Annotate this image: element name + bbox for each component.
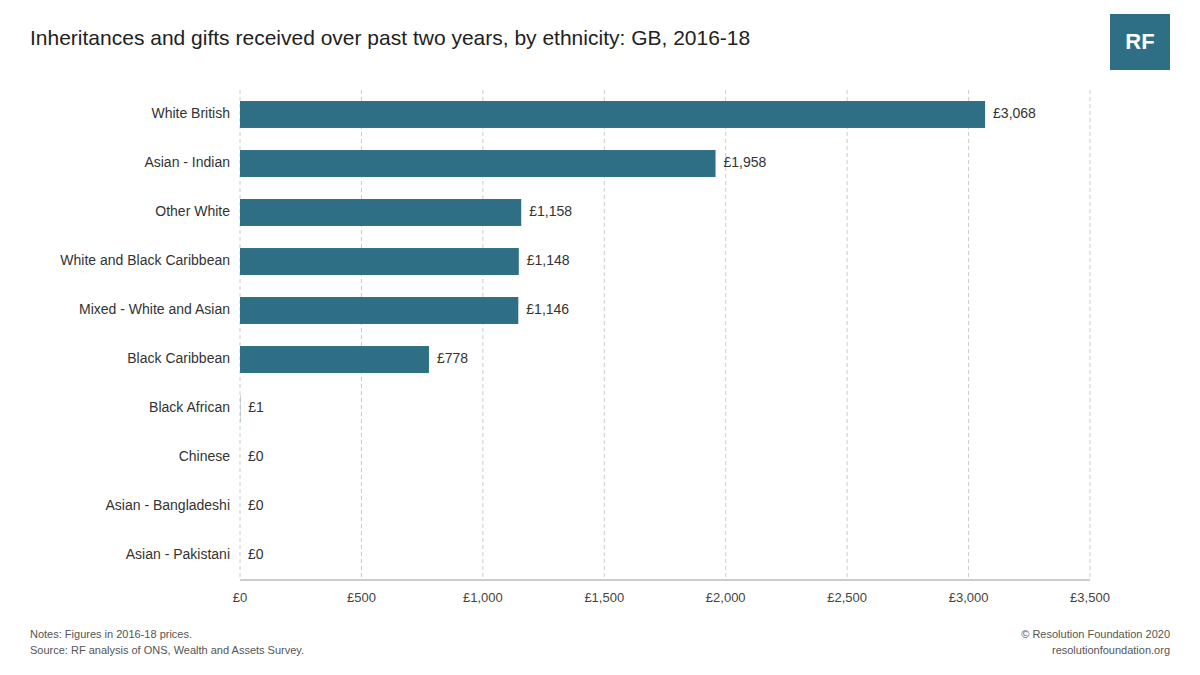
x-tick-label: £1,000 bbox=[463, 590, 503, 605]
category-label: Black Caribbean bbox=[127, 350, 230, 366]
category-label: Asian - Bangladeshi bbox=[105, 497, 230, 513]
data-label: £1,958 bbox=[724, 154, 767, 170]
grid-line bbox=[847, 90, 848, 580]
data-label: £3,068 bbox=[993, 105, 1036, 121]
data-label: £1,158 bbox=[529, 203, 572, 219]
category-label: Black African bbox=[149, 399, 230, 415]
x-tick-label: £2,000 bbox=[706, 590, 746, 605]
data-label: £0 bbox=[248, 497, 264, 513]
grid-line bbox=[1090, 90, 1091, 580]
bar bbox=[240, 542, 241, 569]
category-label: Asian - Pakistani bbox=[126, 546, 230, 562]
grid-line bbox=[968, 90, 969, 580]
data-label: £778 bbox=[437, 350, 468, 366]
x-tick-label: £3,000 bbox=[949, 590, 989, 605]
grid bbox=[240, 90, 1090, 580]
category-label: Chinese bbox=[179, 448, 231, 464]
x-tick-label: £1,500 bbox=[584, 590, 624, 605]
x-tick-label: £2,500 bbox=[827, 590, 867, 605]
logo-text: RF bbox=[1125, 29, 1154, 54]
bar bbox=[240, 297, 518, 324]
x-axis-line bbox=[240, 580, 1090, 581]
category-label: Mixed - White and Asian bbox=[79, 301, 230, 317]
chart: Inheritances and gifts received over pas… bbox=[0, 0, 1200, 675]
x-tick-label: £3,500 bbox=[1070, 590, 1110, 605]
category-label: White and Black Caribbean bbox=[60, 252, 230, 268]
data-label: £0 bbox=[248, 546, 264, 562]
bar bbox=[240, 199, 521, 226]
title: Inheritances and gifts received over pas… bbox=[30, 26, 750, 49]
bar bbox=[240, 493, 241, 520]
x-tick-label: £0 bbox=[233, 590, 247, 605]
bar bbox=[240, 150, 716, 177]
note: Source: RF analysis of ONS, Wealth and A… bbox=[30, 644, 304, 656]
credit: © Resolution Foundation 2020 bbox=[1021, 628, 1170, 640]
data-label: £1 bbox=[248, 399, 264, 415]
category-label: White British bbox=[151, 105, 230, 121]
bar bbox=[240, 444, 241, 471]
data-label: £1,148 bbox=[527, 252, 570, 268]
x-tick-label: £500 bbox=[347, 590, 376, 605]
logo bbox=[1110, 14, 1170, 70]
bar bbox=[240, 346, 429, 373]
note: Notes: Figures in 2016-18 prices. bbox=[30, 628, 192, 640]
data-label: £0 bbox=[248, 448, 264, 464]
data-label: £1,146 bbox=[526, 301, 569, 317]
bar bbox=[240, 248, 519, 275]
bars bbox=[240, 101, 985, 422]
bar bbox=[240, 395, 241, 422]
category-label: Other White bbox=[155, 203, 230, 219]
category-label: Asian - Indian bbox=[144, 154, 230, 170]
credit: resolutionfoundation.org bbox=[1052, 644, 1170, 656]
bar bbox=[240, 101, 985, 128]
